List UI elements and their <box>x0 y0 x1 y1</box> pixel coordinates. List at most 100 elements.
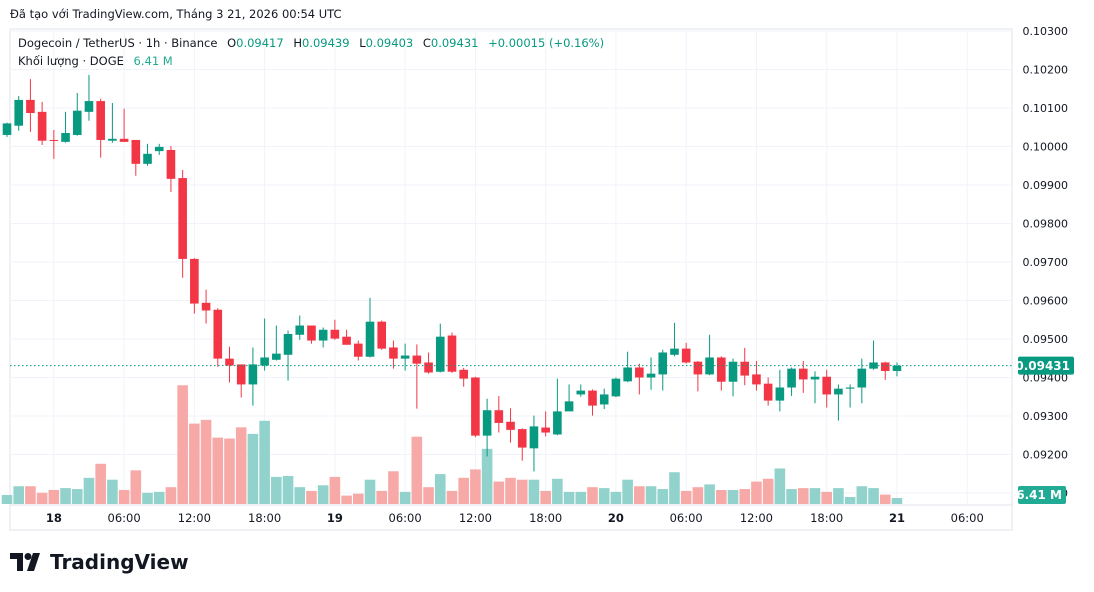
volume-bar <box>692 487 704 504</box>
candle <box>190 258 199 314</box>
candle <box>435 323 445 373</box>
tradingview-logo-icon <box>10 553 40 571</box>
price-tick-label: 0.10100 <box>1023 102 1069 115</box>
candle-body <box>599 394 609 405</box>
candle-body <box>178 178 187 259</box>
candle-body <box>143 153 152 164</box>
candle-body <box>471 377 480 436</box>
price-tick-label: 0.09800 <box>1023 218 1069 231</box>
candle <box>236 364 246 398</box>
created-with-caption: Đã tạo với TradingView.com, Tháng 3 21, … <box>10 7 342 21</box>
volume-value: 6.41 M <box>133 54 173 68</box>
candle <box>260 318 269 371</box>
volume-bar <box>235 427 247 504</box>
candle-body <box>49 139 59 141</box>
candle-body <box>810 376 820 380</box>
candle <box>517 428 527 461</box>
volume-bar <box>48 489 60 504</box>
candle-body <box>857 368 867 388</box>
candle <box>564 384 574 412</box>
time-tick-label: 12:00 <box>740 511 773 525</box>
time-tick-label: 06:00 <box>670 511 703 525</box>
last-price-label: 0.09431 <box>1015 359 1070 373</box>
candle-body <box>635 367 644 378</box>
candle-body <box>553 411 562 435</box>
candle <box>272 325 281 361</box>
candle-body <box>190 258 199 304</box>
volume-bar <box>552 478 563 504</box>
volume-bar <box>505 477 516 504</box>
volume-bar <box>516 479 528 504</box>
volume-bar <box>259 420 270 504</box>
volume-label[interactable]: Khối lượng · DOGE <box>18 54 124 68</box>
candle-body <box>717 357 726 382</box>
candle <box>143 143 152 166</box>
candle-body <box>154 146 164 152</box>
candle <box>869 340 878 370</box>
volume-bar <box>353 493 364 504</box>
volume-bar <box>423 487 434 504</box>
candle-body <box>272 353 281 360</box>
candle <box>283 330 293 381</box>
candle <box>529 415 539 472</box>
candle <box>131 139 141 176</box>
candle-body <box>248 364 258 385</box>
price-tick-label: 0.09500 <box>1023 333 1069 346</box>
candle-body <box>283 333 293 355</box>
volume-bar <box>306 490 317 504</box>
tradingview-logo[interactable]: TradingView <box>10 550 189 574</box>
price-tick-label: 0.09200 <box>1023 449 1069 462</box>
candle <box>14 96 24 131</box>
candle-body <box>892 365 902 371</box>
time-tick-label: 20 <box>608 511 624 525</box>
candle <box>740 347 750 386</box>
volume-bar <box>622 479 633 504</box>
candle <box>506 408 515 443</box>
candle-body <box>435 336 445 372</box>
candle <box>2 122 12 137</box>
candle-body <box>2 123 12 135</box>
candle-body <box>342 336 351 345</box>
volume-bar <box>868 488 879 504</box>
time-tick-label: 18:00 <box>529 511 562 525</box>
candle <box>154 143 164 155</box>
volume-bar <box>118 489 130 504</box>
time-tick-label: 06:00 <box>951 511 984 525</box>
candle <box>798 360 808 393</box>
candle-body <box>108 138 117 141</box>
volume-bar <box>376 490 388 504</box>
candle-body <box>84 101 94 112</box>
candle-body <box>564 401 574 412</box>
symbol-description[interactable]: Dogecoin / TetherUS · 1h · Binance <box>18 36 218 50</box>
volume-bar <box>645 486 657 504</box>
candle <box>705 334 714 376</box>
volume-bar <box>95 463 106 504</box>
price-tick-label: 0.10200 <box>1023 64 1069 77</box>
candle <box>834 384 843 421</box>
volume-bar <box>212 437 224 504</box>
volume-bar <box>797 488 809 504</box>
volume-bar <box>833 488 844 504</box>
candle <box>541 411 550 437</box>
candle <box>213 308 223 367</box>
candle-body <box>693 361 703 375</box>
volume-bar <box>844 496 856 504</box>
candle <box>857 358 867 404</box>
candle <box>61 111 70 143</box>
candle <box>787 367 796 396</box>
candle-body <box>365 321 375 357</box>
volume-bar <box>727 489 739 504</box>
volume-bar <box>704 484 715 504</box>
candle-body <box>72 110 82 135</box>
candle-body <box>670 348 679 355</box>
candle-body <box>740 361 750 376</box>
candle-body <box>611 378 621 397</box>
candle-body <box>834 388 843 395</box>
volume-bar <box>434 474 446 504</box>
price-tick-label: 0.09700 <box>1023 256 1069 269</box>
volume-bar <box>657 489 669 504</box>
volume-bar <box>821 491 832 504</box>
candle-body <box>400 355 410 359</box>
candle <box>576 384 586 397</box>
